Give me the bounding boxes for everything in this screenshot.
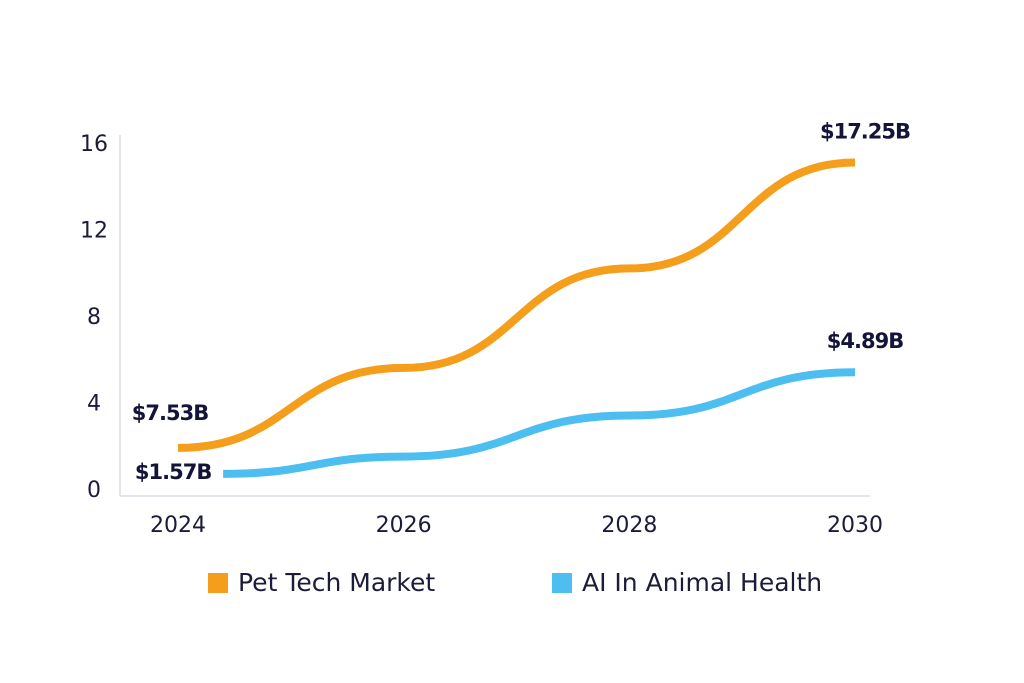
y-tick-label: 8 [87,305,101,330]
y-tick-label: 0 [87,478,101,503]
data-label: $17.25B [820,119,910,143]
series-line-0 [177,158,856,452]
legend-item-pet-tech-market: Pet Tech Market [208,568,435,597]
data-label: $7.53B [132,401,208,425]
legend-swatch-blue [552,572,572,593]
series-line-1 [223,368,856,478]
x-tick-label: 2024 [150,513,206,538]
y-tick-label: 16 [80,132,108,157]
legend-item-ai-in-animal-health: AI In Animal Health [552,568,822,597]
y-tick-label: 12 [80,219,108,244]
y-tick-label: 4 [87,392,101,417]
legend-swatch-orange [208,572,228,593]
x-tick-label: 2028 [601,513,657,538]
x-tick-label: 2026 [376,513,432,538]
data-label: $1.57B [135,460,211,484]
data-label: $4.89B [827,329,903,353]
legend-label: AI In Animal Health [582,568,823,597]
x-tick-label: 2030 [827,513,883,538]
legend-label: Pet Tech Market [238,568,436,597]
